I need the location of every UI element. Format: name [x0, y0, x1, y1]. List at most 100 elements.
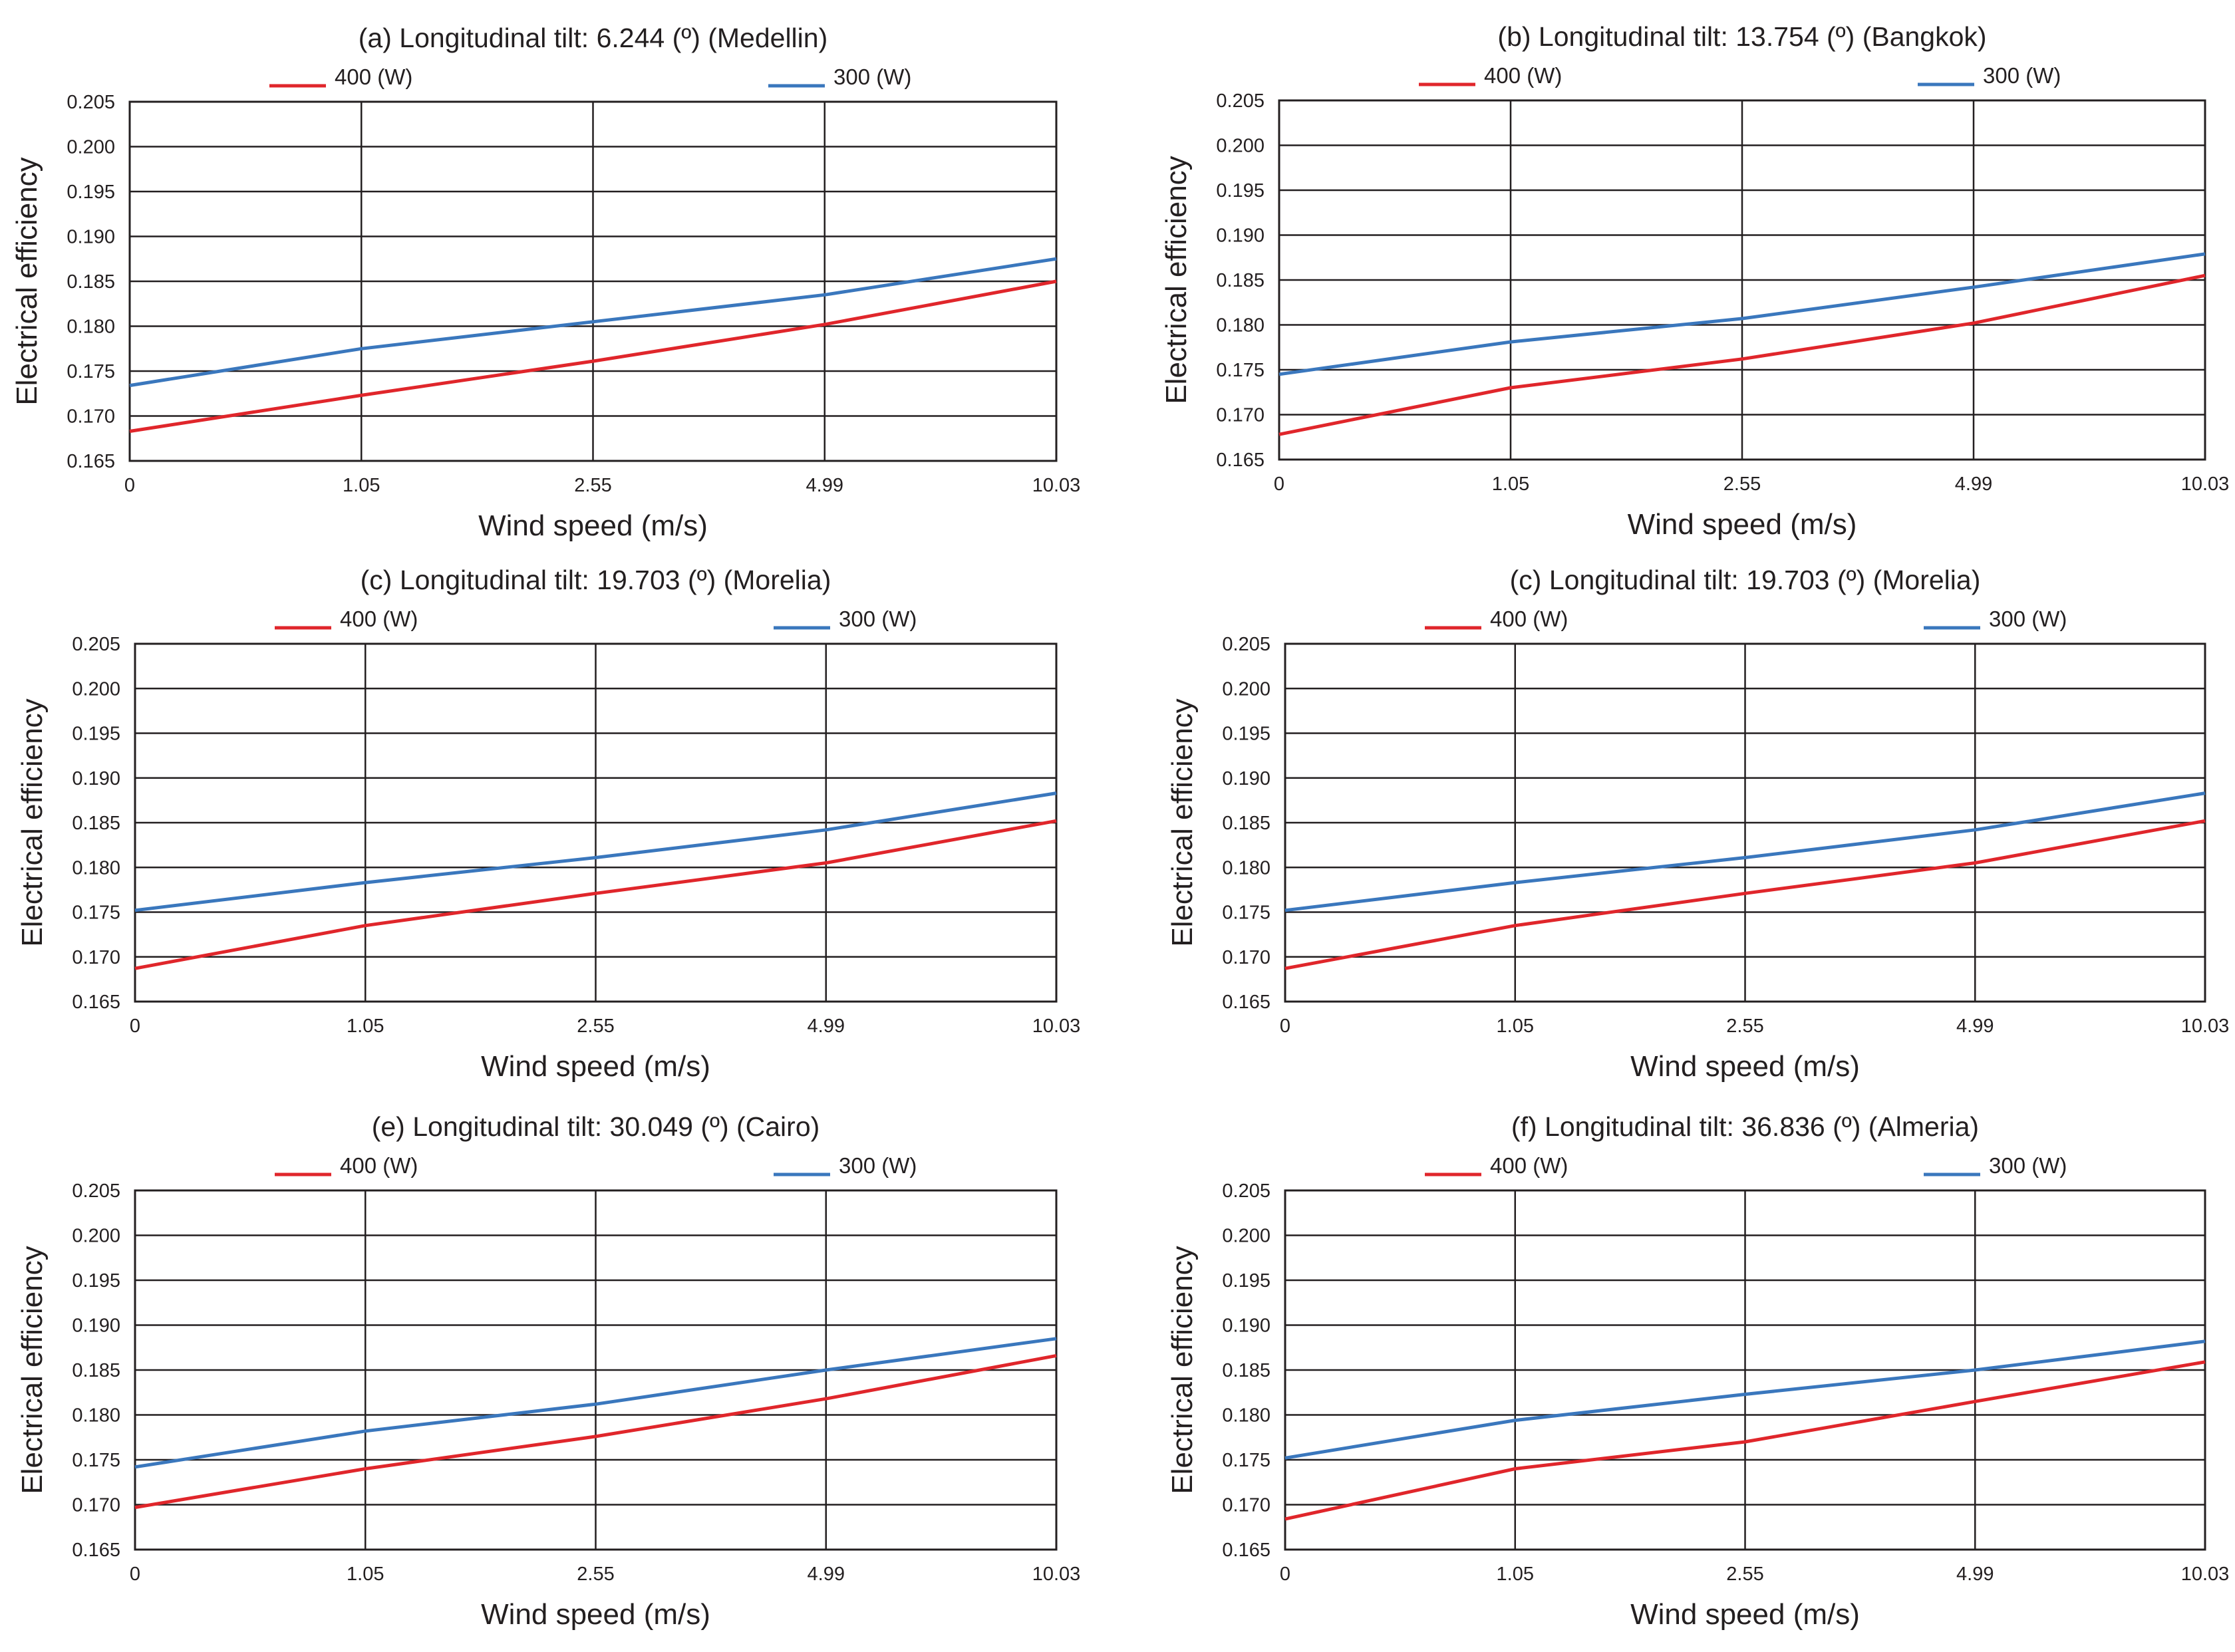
series-line-2: [1284, 791, 2206, 912]
y-tick-label: 0.170: [1216, 405, 1265, 426]
y-tick-label: 0.205: [67, 92, 115, 113]
y-tick-label: 0.180: [72, 857, 120, 879]
y-tick-label: 0.165: [72, 992, 120, 1013]
y-tick-label: 0.190: [1222, 1315, 1270, 1337]
y-axis-label: Electrical efficiency: [1160, 156, 1193, 404]
series-line-2: [1284, 1339, 2206, 1460]
y-tick-label: 0.180: [1222, 1405, 1270, 1427]
y-tick-label: 0.175: [1222, 1450, 1270, 1471]
x-tick-label: 0: [130, 1016, 140, 1037]
x-tick-label: 10.03: [1032, 1564, 1081, 1585]
plot-frame: [134, 1189, 1058, 1551]
series-line-1: [129, 279, 1057, 433]
x-tick-label: 4.99: [808, 1564, 845, 1585]
y-tick-label: 0.190: [1216, 225, 1265, 247]
chart-panel-6: (f) Longitudinal tilt: 36.836 (º) (Almer…: [1166, 1111, 2229, 1631]
x-tick-label: 4.99: [1956, 1564, 1994, 1585]
y-tick-label: 0.190: [72, 768, 120, 789]
x-tick-label: 2.55: [574, 475, 611, 496]
y-tick-label: 0.185: [1216, 270, 1265, 291]
x-axis-label: Wind speed (m/s): [1630, 1050, 1860, 1083]
x-tick-label: 0: [1280, 1564, 1290, 1585]
x-tick-label: 1.05: [1492, 474, 1529, 495]
x-tick-label: 10.03: [2181, 1016, 2230, 1037]
x-tick-label: 1.05: [1497, 1016, 1534, 1037]
y-tick-label: 0.165: [72, 1540, 120, 1561]
y-tick-label: 0.205: [72, 1180, 120, 1202]
y-tick-label: 0.190: [1222, 768, 1270, 789]
chart-title: (a) Longitudinal tilt: 6.244 (º) (Medell…: [359, 23, 827, 53]
plot-frame: [1284, 1189, 2206, 1551]
legend-label-2: 300 (W): [1983, 63, 2061, 88]
legend-label-1: 400 (W): [340, 607, 418, 631]
y-tick-label: 0.195: [1222, 1270, 1270, 1292]
y-tick-label: 0.165: [67, 451, 115, 472]
y-tick-label: 0.170: [72, 1495, 120, 1516]
x-tick-label: 4.99: [1956, 1016, 1994, 1037]
x-tick-label: 0: [1274, 474, 1284, 495]
x-axis-label: Wind speed (m/s): [478, 509, 708, 542]
y-tick-label: 0.205: [72, 634, 120, 655]
y-tick-label: 0.195: [72, 724, 120, 745]
series-line-2: [134, 791, 1057, 912]
y-tick-label: 0.200: [72, 678, 120, 700]
legend-label-2: 300 (W): [839, 607, 917, 631]
x-axis-label: Wind speed (m/s): [1628, 508, 1857, 541]
chart-panel-5: (e) Longitudinal tilt: 30.049 (º) (Cairo…: [16, 1111, 1080, 1631]
legend-label-2: 300 (W): [839, 1153, 917, 1178]
y-tick-label: 0.185: [72, 813, 120, 834]
y-tick-label: 0.180: [72, 1405, 120, 1427]
chart-panel-4: (c) Longitudinal tilt: 19.703 (º) (Morel…: [1166, 565, 2229, 1083]
series-line-1: [1284, 819, 2206, 970]
chart-panel-2: (b) Longitudinal tilt: 13.754 (º) (Bangk…: [1160, 21, 2229, 541]
y-tick-label: 0.180: [1216, 315, 1265, 337]
y-axis-label: Electrical efficiency: [16, 1246, 49, 1494]
y-tick-label: 0.175: [1222, 902, 1270, 924]
legend-label-1: 400 (W): [1490, 607, 1568, 631]
series-line-1: [134, 1353, 1057, 1510]
y-tick-label: 0.205: [1222, 634, 1270, 655]
plot-frame: [1284, 642, 2206, 1003]
y-tick-label: 0.175: [72, 902, 120, 924]
y-tick-label: 0.180: [67, 317, 115, 338]
x-tick-label: 10.03: [1032, 1016, 1081, 1037]
x-tick-label: 0: [130, 1564, 140, 1585]
chart-panel-3: (c) Longitudinal tilt: 19.703 (º) (Morel…: [16, 565, 1080, 1083]
y-tick-label: 0.175: [1216, 360, 1265, 381]
x-tick-label: 1.05: [347, 1564, 384, 1585]
x-tick-label: 10.03: [2181, 1564, 2230, 1585]
series-line-1: [1278, 273, 2206, 436]
y-tick-label: 0.190: [67, 227, 115, 248]
x-tick-label: 2.55: [1726, 1564, 1763, 1585]
x-tick-label: 10.03: [1032, 475, 1081, 496]
y-tick-label: 0.185: [72, 1360, 120, 1381]
y-tick-label: 0.195: [1222, 724, 1270, 745]
chart-title: (f) Longitudinal tilt: 36.836 (º) (Almer…: [1511, 1111, 1979, 1142]
y-tick-label: 0.205: [1216, 90, 1265, 112]
y-tick-label: 0.165: [1222, 992, 1270, 1013]
y-tick-label: 0.200: [1216, 136, 1265, 157]
y-tick-label: 0.170: [67, 406, 115, 428]
series-line-2: [134, 1337, 1057, 1469]
series-line-1: [134, 819, 1057, 970]
x-tick-label: 4.99: [1955, 474, 1992, 495]
y-tick-label: 0.165: [1222, 1540, 1270, 1561]
legend-label-2: 300 (W): [1989, 607, 2067, 631]
y-tick-label: 0.200: [67, 137, 115, 158]
y-tick-label: 0.170: [1222, 947, 1270, 968]
x-tick-label: 2.55: [1723, 474, 1761, 495]
legend-label-1: 400 (W): [1490, 1153, 1568, 1178]
x-tick-label: 4.99: [808, 1016, 845, 1037]
x-tick-label: 10.03: [2181, 474, 2230, 495]
x-axis-label: Wind speed (m/s): [481, 1598, 710, 1631]
y-tick-label: 0.195: [1216, 180, 1265, 202]
y-tick-label: 0.175: [72, 1450, 120, 1471]
y-tick-label: 0.170: [72, 947, 120, 968]
x-tick-label: 1.05: [343, 475, 380, 496]
y-tick-label: 0.185: [67, 271, 115, 293]
y-tick-label: 0.190: [72, 1315, 120, 1337]
y-axis-label: Electrical efficiency: [1166, 698, 1199, 946]
chart-title: (e) Longitudinal tilt: 30.049 (º) (Cairo…: [372, 1111, 820, 1142]
